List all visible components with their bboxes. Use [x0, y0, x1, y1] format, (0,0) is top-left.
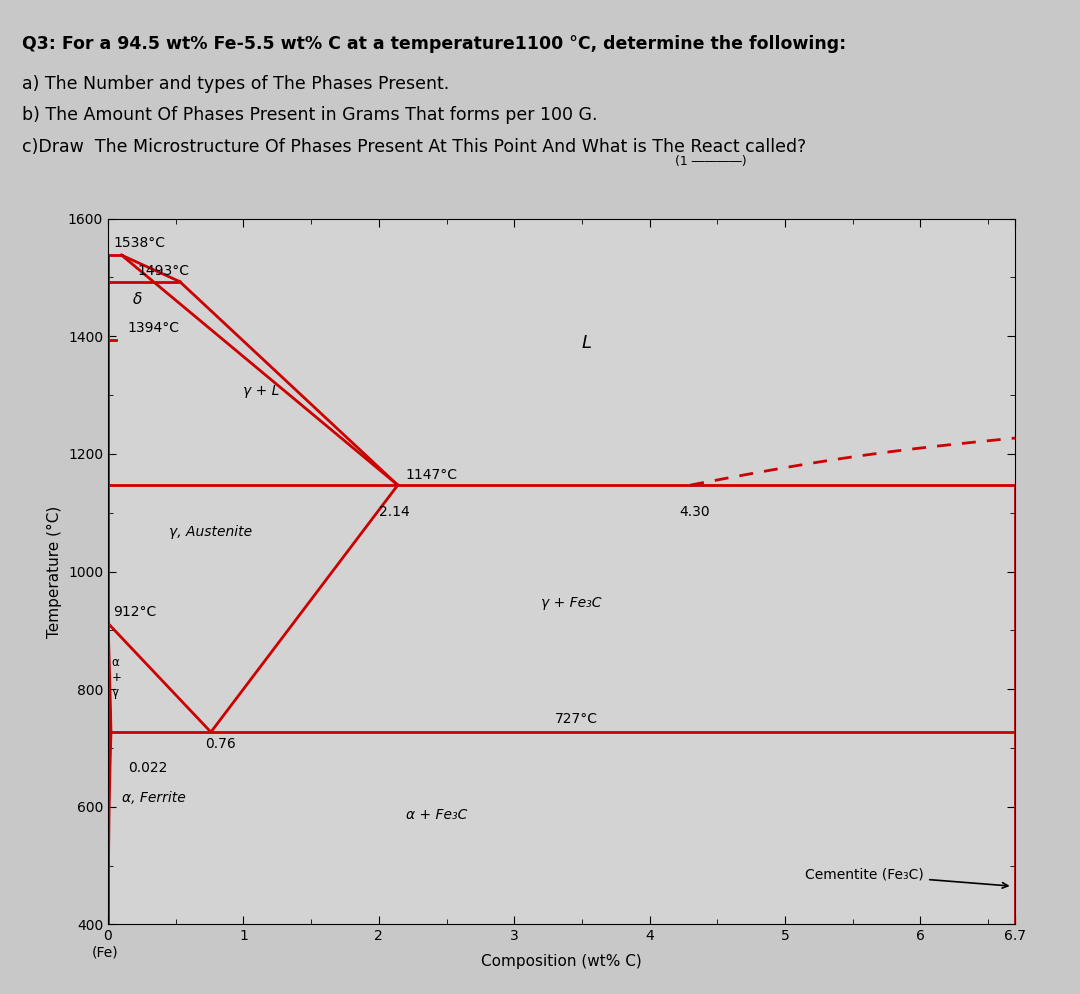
Text: γ + Fe₃C: γ + Fe₃C — [541, 595, 602, 610]
Text: γ, Austenite: γ, Austenite — [168, 525, 252, 540]
Text: L: L — [582, 334, 592, 352]
Text: 4.30: 4.30 — [679, 505, 710, 519]
Text: 1147°C: 1147°C — [406, 467, 458, 482]
Text: Cementite (Fe₃C): Cementite (Fe₃C) — [806, 868, 1008, 889]
Text: α + Fe₃C: α + Fe₃C — [406, 807, 468, 822]
Text: α
+
γ: α + γ — [112, 656, 122, 699]
Text: δ: δ — [133, 292, 141, 307]
Text: α, Ferrite: α, Ferrite — [122, 791, 186, 805]
Text: (Fe): (Fe) — [92, 945, 119, 959]
Text: (1 ――――): (1 ――――) — [675, 155, 747, 168]
Text: 2.14: 2.14 — [379, 505, 409, 519]
Text: c)Draw  The Microstructure Of Phases Present At This Point And What is The React: c)Draw The Microstructure Of Phases Pres… — [22, 138, 806, 156]
Text: b) The Amount Of Phases Present in Grams That forms per 100 G.: b) The Amount Of Phases Present in Grams… — [22, 106, 597, 124]
Text: 1394°C: 1394°C — [127, 321, 179, 335]
Text: Q3: For a 94.5 wt% Fe-5.5 wt% C at a temperature1100 °C, determine the following: Q3: For a 94.5 wt% Fe-5.5 wt% C at a tem… — [22, 35, 846, 53]
Text: γ + L: γ + L — [243, 384, 280, 399]
Text: 912°C: 912°C — [113, 605, 157, 619]
Text: 0.022: 0.022 — [129, 760, 167, 774]
X-axis label: Composition (wt% C): Composition (wt% C) — [482, 954, 642, 969]
Y-axis label: Temperature (°C): Temperature (°C) — [48, 505, 63, 638]
Text: 727°C: 727°C — [555, 713, 598, 727]
Text: 1538°C: 1538°C — [113, 236, 165, 249]
Text: a) The Number and types of The Phases Present.: a) The Number and types of The Phases Pr… — [22, 75, 449, 92]
Text: 0.76: 0.76 — [205, 737, 237, 751]
Text: 1493°C: 1493°C — [138, 263, 190, 277]
